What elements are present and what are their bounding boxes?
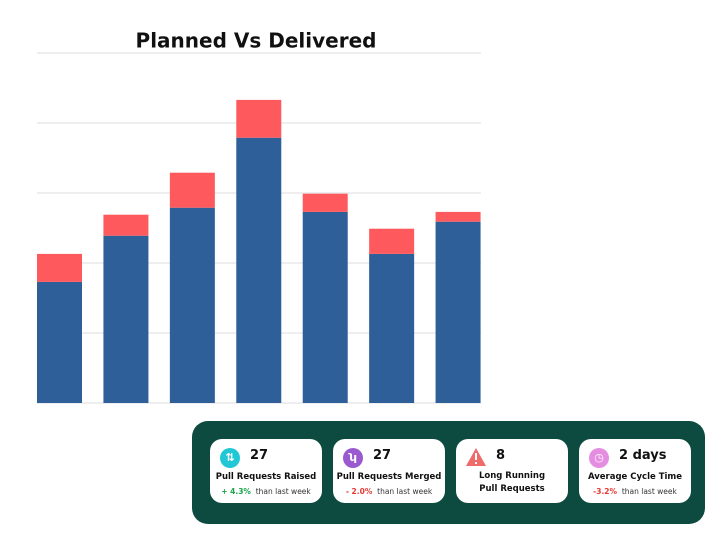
change: + 4.3%: [221, 487, 251, 496]
stat-card: 8 Long Running Pull Requests: [456, 439, 568, 503]
bar-segment: [169, 172, 215, 208]
bar-segment: [302, 193, 348, 212]
stat-label: Long Running Pull Requests: [478, 471, 546, 494]
bar-segment: [236, 137, 282, 403]
stat-card: ⇅ 27 Pull Requests Raised + 4.3% than la…: [210, 439, 322, 503]
bar-segment: [236, 99, 282, 138]
bar-segment: [169, 207, 215, 403]
stat-label: Average Cycle Time: [587, 472, 683, 482]
icon: ◷: [589, 448, 609, 468]
stat-value: 27: [250, 448, 269, 463]
change: -3.2%: [593, 487, 618, 496]
bar-segment: [435, 221, 481, 403]
stat-value: 8: [496, 448, 506, 463]
stat-change: + 4.3% than last week: [210, 487, 322, 496]
stat-label: Pull Requests Merged: [336, 472, 442, 482]
bar-segment: [37, 281, 82, 403]
stat-label: Pull Requests Raised: [215, 472, 317, 482]
stat-change: -3.2% than last week: [579, 487, 691, 496]
stat-card: ʮ 27 Pull Requests Merged - 2.0% than la…: [333, 439, 445, 503]
chart-title: Planned Vs Delivered: [136, 29, 377, 53]
icon: [466, 448, 486, 466]
note: than last week: [377, 487, 433, 496]
stat-value: 2 days: [619, 448, 667, 463]
chart: Planned Vs Delivered: [37, 29, 481, 404]
stat-card: ◷ 2 days Average Cycle Time -3.2% than l…: [579, 439, 691, 503]
stats-panel: ⇅ 27 Pull Requests Raised + 4.3% than la…: [192, 421, 705, 524]
bar-segment: [103, 214, 149, 236]
bar-segment: [302, 211, 348, 403]
bar-segment: [369, 253, 415, 403]
stat-value: 27: [373, 448, 392, 463]
icon: ʮ: [343, 448, 363, 468]
bar-segment: [37, 253, 82, 282]
change: - 2.0%: [345, 487, 373, 496]
bar-segment: [369, 228, 415, 254]
icon: ⇅: [220, 448, 240, 468]
note: than last week: [621, 487, 677, 496]
stat-change: - 2.0% than last week: [333, 487, 445, 496]
bar-segment: [435, 211, 481, 222]
note: than last week: [255, 487, 311, 496]
bar-segment: [103, 235, 149, 403]
